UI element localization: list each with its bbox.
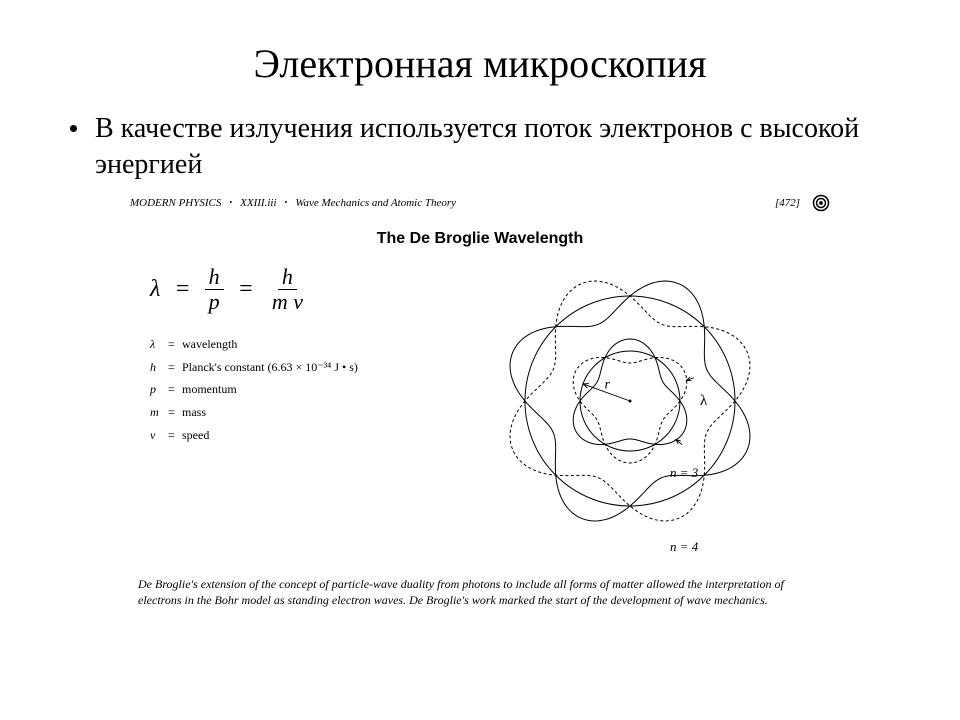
legend-sym: v [150,424,168,447]
figure-title: The De Broglie Wavelength [130,230,830,248]
legend-eq: = [168,424,182,447]
legend-desc: wavelength [182,337,237,351]
svg-text:r: r [605,377,611,392]
legend-eq: = [168,333,182,356]
svg-text:n = 4: n = 4 [670,539,699,554]
target-icon [812,194,830,212]
bullet-text: В качестве излучения используется поток … [95,111,900,184]
formula-frac-hmv: h m v [268,266,307,313]
legend-eq: = [168,378,182,401]
figure-caption: De Broglie's extension of the concept of… [130,576,830,608]
legend-sym: p [150,378,168,401]
figure-section: XXIII.iii [240,197,276,209]
legend: λ=wavelength h=Planck's constant (6.63 ×… [150,333,430,447]
formula-eq: = [174,276,190,303]
figure-header-right: [472] [775,194,830,212]
legend-desc: speed [182,428,209,442]
figure-diagram-container: r λ n = 3 n = 4 [450,266,810,566]
figure-panel: MODERN PHYSICS • XXIII.iii • Wave Mechan… [130,194,830,608]
svg-text:λ: λ [700,393,708,409]
formula-h: h [278,266,297,290]
figure-book: MODERN PHYSICS [130,197,221,209]
formula-frac-hp: h p [205,266,224,313]
page-title: Электронная микроскопия [60,40,900,87]
formula-eq: = [238,276,254,303]
legend-desc: mass [182,405,206,419]
formula-p: p [205,290,224,313]
bullet-dot-icon [70,125,77,132]
legend-sym: m [150,401,168,424]
figure-header-left: MODERN PHYSICS • XXIII.iii • Wave Mechan… [130,197,456,209]
legend-sym: λ [150,333,168,356]
legend-sym: h [150,356,168,379]
figure-body: λ = h p = h m v λ=wavelength h=Planck's … [130,266,830,566]
figure-header: MODERN PHYSICS • XXIII.iii • Wave Mechan… [130,194,830,216]
legend-desc: Planck's constant (6.63 × 10⁻³⁴ J • s) [182,360,358,374]
legend-row: m=mass [150,401,430,424]
formula-h: h [205,266,224,290]
figure-topic: Wave Mechanics and Atomic Theory [295,197,456,209]
formula-lambda: λ [150,276,160,303]
legend-row: h=Planck's constant (6.63 × 10⁻³⁴ J • s) [150,356,430,379]
separator-icon: • [229,198,232,207]
formula: λ = h p = h m v [150,266,430,313]
bullet-item: В качестве излучения используется поток … [70,111,900,184]
separator-icon: • [285,198,288,207]
svg-text:n = 3: n = 3 [670,465,699,480]
legend-eq: = [168,401,182,424]
debroglie-diagram-icon: r λ n = 3 n = 4 [470,266,790,566]
legend-row: λ=wavelength [150,333,430,356]
legend-row: p=momentum [150,378,430,401]
formula-mv: m v [268,290,307,313]
legend-eq: = [168,356,182,379]
figure-left-column: λ = h p = h m v λ=wavelength h=Planck's … [150,266,430,447]
figure-page: [472] [775,197,800,209]
legend-row: v=speed [150,424,430,447]
legend-desc: momentum [182,382,237,396]
slide: Электронная микроскопия В качестве излуч… [0,0,960,628]
